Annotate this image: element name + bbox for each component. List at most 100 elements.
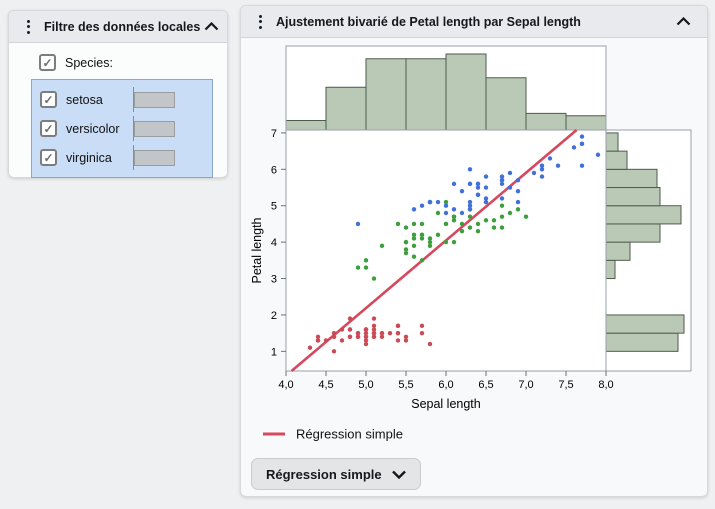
right-histogram-bar[interactable] [605, 205, 682, 225]
top-histogram-bar[interactable] [325, 86, 367, 131]
scatter-point-setosa[interactable] [419, 330, 425, 336]
scatter-point-virginica[interactable] [571, 145, 577, 150]
scatter-point-virginica[interactable] [499, 181, 505, 187]
scatter-point-setosa[interactable] [419, 323, 425, 329]
scatter-point-virginica[interactable] [579, 134, 585, 139]
scatter-point-virginica[interactable] [483, 174, 489, 179]
scatter-point-setosa[interactable] [323, 338, 329, 343]
scatter-point-setosa[interactable] [331, 349, 337, 354]
fit-menu-button[interactable]: Régression simple [251, 458, 421, 490]
scatter-point-setosa[interactable] [371, 330, 377, 336]
scatter-point-setosa[interactable] [363, 338, 369, 343]
scatter-point-setosa[interactable] [363, 330, 369, 336]
right-histogram-bar[interactable] [605, 259, 616, 280]
scatter-point-virginica[interactable] [547, 156, 553, 161]
scatter-point-setosa[interactable] [315, 338, 321, 343]
scatter-point-versicolor[interactable] [427, 243, 433, 248]
scatter-point-virginica[interactable] [515, 188, 521, 194]
scatter-point-virginica[interactable] [499, 196, 505, 201]
kebab-menu-icon[interactable] [255, 9, 266, 35]
scatter-point-virginica[interactable] [451, 207, 457, 212]
right-histogram-bar[interactable] [605, 132, 619, 152]
scatter-point-virginica[interactable] [475, 181, 481, 187]
setosa-checkbox[interactable]: ✓ [40, 91, 57, 108]
scatter-point-setosa[interactable] [427, 341, 433, 347]
scatter-point-setosa[interactable] [371, 334, 377, 339]
scatter-point-virginica[interactable] [595, 152, 601, 157]
scatter-point-versicolor[interactable] [427, 239, 433, 245]
scatter-point-virginica[interactable] [467, 167, 473, 172]
right-histogram-bar[interactable] [605, 168, 658, 189]
right-histogram-bar[interactable] [605, 223, 661, 243]
scatter-point-setosa[interactable] [379, 330, 385, 336]
scatter-point-versicolor[interactable] [355, 265, 361, 270]
scatter-point-setosa[interactable] [315, 334, 321, 339]
scatter-point-versicolor[interactable] [507, 210, 513, 216]
scatter-point-versicolor[interactable] [467, 214, 473, 219]
scatter-point-versicolor[interactable] [403, 225, 409, 230]
scatter-point-virginica[interactable] [435, 199, 441, 205]
scatter-point-versicolor[interactable] [411, 221, 417, 227]
scatter-point-versicolor[interactable] [475, 221, 481, 227]
scatter-point-virginica[interactable] [467, 207, 473, 212]
collapse-bivariate-button[interactable] [672, 13, 695, 30]
scatter-point-virginica[interactable] [459, 188, 465, 194]
scatter-point-setosa[interactable] [387, 330, 393, 336]
scatter-point-virginica[interactable] [467, 199, 473, 205]
scatter-point-versicolor[interactable] [443, 199, 449, 205]
scatter-point-versicolor[interactable] [419, 232, 425, 238]
scatter-point-versicolor[interactable] [403, 239, 409, 245]
right-histogram-bar[interactable] [605, 187, 661, 207]
scatter-point-setosa[interactable] [331, 330, 337, 336]
scatter-point-virginica[interactable] [507, 185, 513, 190]
scatter-point-versicolor[interactable] [451, 214, 457, 219]
scatter-point-virginica[interactable] [419, 203, 425, 208]
scatter-point-setosa[interactable] [355, 330, 361, 336]
scatter-point-versicolor[interactable] [427, 236, 433, 241]
scatter-point-virginica[interactable] [539, 174, 545, 179]
scatter-point-setosa[interactable] [363, 341, 369, 347]
scatter-point-virginica[interactable] [579, 163, 585, 168]
scatter-point-versicolor[interactable] [459, 229, 465, 234]
scatter-point-setosa[interactable] [331, 334, 337, 339]
scatter-point-virginica[interactable] [539, 167, 545, 172]
scatter-point-versicolor[interactable] [363, 258, 369, 263]
scatter-point-virginica[interactable] [515, 178, 521, 183]
scatter-point-virginica[interactable] [427, 199, 433, 205]
right-histogram-bar[interactable] [605, 241, 631, 261]
scatter-point-setosa[interactable] [371, 316, 377, 321]
scatter-point-versicolor[interactable] [371, 276, 377, 281]
regression-line[interactable] [290, 129, 578, 372]
scatter-point-virginica[interactable] [499, 178, 505, 183]
scatter-point-versicolor[interactable] [483, 218, 489, 223]
scatter-point-versicolor[interactable] [499, 225, 505, 230]
scatter-point-versicolor[interactable] [419, 221, 425, 227]
scatter-point-virginica[interactable] [555, 163, 561, 168]
kebab-menu-icon[interactable] [23, 14, 34, 40]
filter-item-versicolor[interactable]: ✓ versicolor [40, 114, 212, 143]
scatter-point-versicolor[interactable] [443, 239, 449, 245]
top-histogram-bar[interactable] [525, 112, 567, 131]
scatter-point-versicolor[interactable] [411, 243, 417, 248]
scatter-point-versicolor[interactable] [395, 221, 401, 227]
scatter-point-virginica[interactable] [483, 185, 489, 190]
scatter-point-versicolor[interactable] [499, 214, 505, 219]
scatter-point-setosa[interactable] [371, 327, 377, 332]
scatter-point-virginica[interactable] [459, 210, 465, 216]
scatter-point-virginica[interactable] [451, 181, 457, 187]
scatter-point-versicolor[interactable] [443, 221, 449, 227]
scatter-point-versicolor[interactable] [419, 236, 425, 241]
scatter-point-versicolor[interactable] [491, 225, 497, 230]
versicolor-checkbox[interactable]: ✓ [40, 120, 57, 137]
scatter-point-virginica[interactable] [411, 207, 417, 212]
scatter-point-versicolor[interactable] [467, 225, 473, 230]
filter-item-setosa[interactable]: ✓ setosa [40, 85, 212, 114]
scatter-point-virginica[interactable] [507, 170, 513, 176]
scatter-point-virginica[interactable] [579, 141, 585, 147]
scatter-point-virginica[interactable] [467, 203, 473, 208]
scatter-point-setosa[interactable] [395, 338, 401, 343]
scatter-point-setosa[interactable] [347, 334, 353, 339]
filter-item-virginica[interactable]: ✓ virginica [40, 143, 212, 172]
scatter-point-setosa[interactable] [403, 334, 409, 339]
right-histogram-bar[interactable] [605, 150, 628, 170]
